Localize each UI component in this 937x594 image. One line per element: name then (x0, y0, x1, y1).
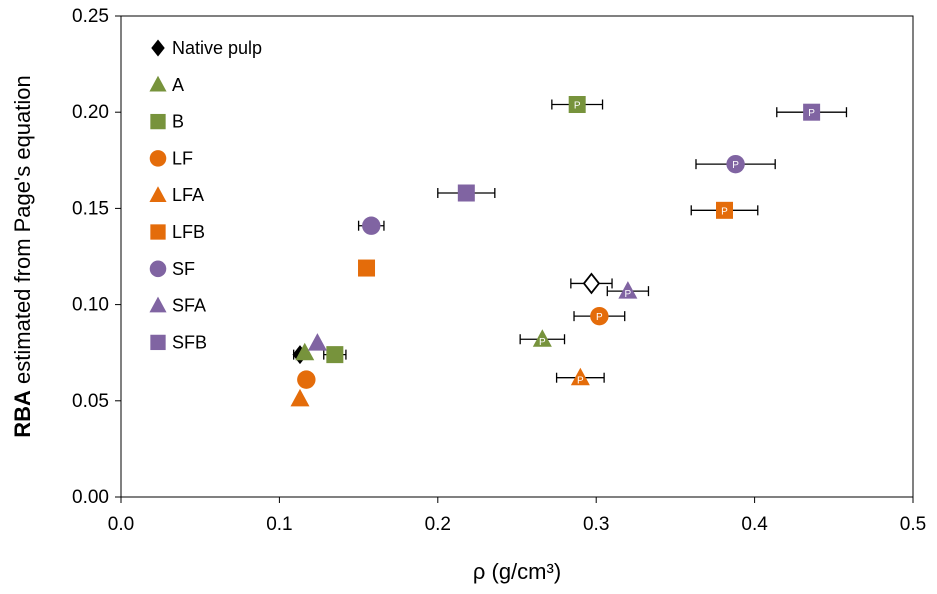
point-sfa (307, 333, 327, 351)
point-sf (726, 154, 745, 174)
point-annotation: P (732, 160, 739, 171)
point-lfa (290, 388, 310, 407)
x-axis-title: ρ (g/cm³) (473, 559, 561, 584)
point-a (532, 329, 552, 347)
point-annotation: P (721, 206, 728, 217)
legend-label-a: A (172, 75, 184, 95)
x-tick-label: 0.1 (266, 514, 292, 535)
y-axis-title-bold: RBA (10, 390, 35, 438)
legend-label-lfb: LFB (172, 222, 205, 242)
legend-marker-sfb (150, 334, 166, 351)
legend-marker-lfa (149, 186, 167, 202)
point-annotation: P (577, 376, 584, 387)
legend-label-sf: SF (172, 259, 195, 279)
x-tick-label: 0.0 (108, 514, 134, 535)
y-tick-label: 0.05 (72, 391, 109, 412)
point-annotation: P (574, 101, 581, 112)
point-annotation: P (808, 108, 815, 119)
y-tick-label: 0.25 (72, 6, 109, 27)
point-lf (297, 370, 316, 389)
y-tick-label: 0.20 (72, 102, 109, 123)
legend-label-native-pulp: Native pulp (172, 38, 262, 58)
legend-label-sfb: SFB (172, 332, 207, 352)
legend-marker-native-pulp (151, 39, 165, 57)
data-points: P P P P P P P P P (290, 96, 821, 407)
plot-area-frame (120, 15, 914, 498)
x-tick-label: 0.2 (425, 514, 451, 535)
point-sfa (618, 281, 638, 299)
point-annotation: P (539, 337, 546, 348)
point-annotation: P (596, 312, 603, 323)
point-annotation: P (588, 279, 595, 290)
legend-marker-lf (149, 150, 167, 167)
error-bars (293, 99, 848, 383)
point-sf (362, 216, 381, 235)
x-tick-label: 0.5 (900, 514, 926, 535)
point-a (295, 342, 315, 361)
x-tick-label: 0.4 (741, 514, 768, 535)
point-b (568, 96, 586, 114)
y-axis-title: RBA estimated from Page's equation (10, 75, 35, 438)
legend-marker-lfb (150, 224, 166, 240)
legend-label-b: B (172, 112, 184, 132)
point-sfb (457, 184, 475, 202)
point-b (326, 346, 344, 364)
y-axis-ticks: 0.00 0.05 0.10 0.15 0.20 0.25 (72, 6, 121, 508)
legend-marker-sfa (149, 296, 167, 313)
y-tick-label: 0.10 (72, 295, 109, 316)
point-lfb (358, 259, 376, 277)
x-axis-ticks: 0.0 0.1 0.2 0.3 0.4 0.5 (108, 497, 926, 535)
legend-marker-a (149, 75, 167, 92)
y-tick-label: 0.00 (72, 487, 109, 508)
point-native-pulp (582, 272, 601, 295)
point-lfb (716, 201, 734, 219)
point-sfb (803, 103, 821, 121)
point-annotation: P (625, 289, 632, 300)
legend-label-lfa: LFA (172, 185, 204, 205)
legend-label-lf: LF (172, 148, 193, 168)
legend: Native pulp AB LF LFA LFB SF SFA SFB (149, 38, 262, 352)
y-axis-title-rest: estimated from Page's equation (10, 75, 35, 390)
point-lf (590, 306, 609, 326)
legend-marker-b (150, 113, 166, 130)
point-lfa (570, 367, 590, 386)
y-tick-label: 0.15 (72, 198, 109, 219)
legend-marker-sf (149, 260, 167, 278)
x-tick-label: 0.3 (583, 514, 609, 535)
legend-label-sfa: SFA (172, 296, 206, 316)
